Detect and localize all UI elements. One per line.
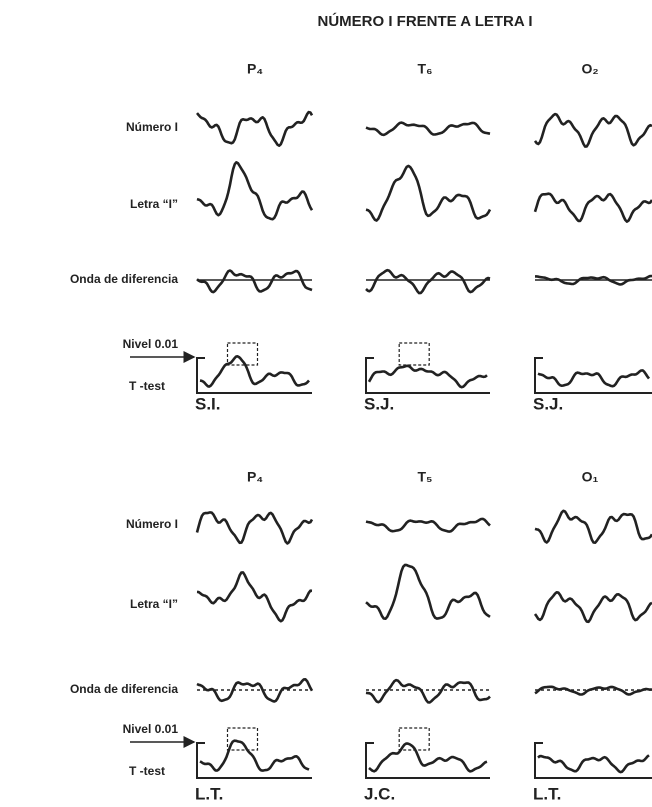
waveform (365, 678, 491, 704)
column-header: P₄ (247, 469, 263, 485)
figure-title: NÚMERO I FRENTE A LETRA I (318, 12, 533, 30)
row-label: Onda de diferencia (70, 272, 178, 286)
axis-bracket (534, 357, 652, 394)
column-header: O₁ (582, 469, 599, 485)
significance-box (398, 727, 430, 751)
level-label: Nivel 0.01 (123, 722, 179, 736)
waveform (365, 563, 491, 620)
column-header: O₂ (581, 61, 598, 77)
waveform (533, 192, 652, 223)
ttest-curve (199, 739, 310, 772)
waveform (196, 110, 314, 147)
subject-label: S.J. (364, 394, 394, 413)
waveform (535, 274, 652, 286)
waveform (365, 164, 492, 222)
column-header: P₄ (247, 61, 263, 77)
axis-bracket (365, 357, 490, 394)
subject-label: L.T. (533, 784, 561, 803)
ttest-curve (537, 369, 651, 388)
subject-label: S.J. (533, 394, 563, 413)
waveform (534, 509, 652, 544)
significance-box (226, 727, 259, 751)
row-label: Número I (126, 120, 178, 134)
row-label: T -test (129, 764, 165, 778)
row-label: Número I (126, 517, 178, 531)
row-label: Letra “I” (130, 597, 178, 611)
subject-label: J.C. (364, 784, 395, 803)
waveform (533, 112, 652, 148)
ttest-curve (537, 754, 650, 774)
column-header: T₆ (418, 61, 433, 77)
waveform (196, 161, 314, 221)
waveform (196, 571, 313, 623)
waveform (196, 269, 313, 294)
ttest-curve (368, 742, 488, 773)
subject-label: S.I. (195, 394, 221, 413)
subject-label: L.T. (195, 784, 223, 803)
waveform (195, 511, 314, 545)
waveform (534, 685, 652, 696)
axis-bracket (196, 742, 312, 779)
column-header: T₅ (418, 469, 433, 485)
waveform (196, 678, 314, 703)
waveform (365, 517, 491, 533)
ttest-curve (367, 364, 488, 389)
row-label: T -test (129, 379, 165, 393)
row-label: Letra “I” (130, 197, 178, 211)
axis-bracket (534, 742, 652, 779)
waveform (365, 121, 491, 137)
significance-box (398, 342, 430, 366)
significance-box (226, 342, 259, 366)
level-label: Nivel 0.01 (123, 337, 179, 351)
waveform (533, 591, 652, 624)
waveform (365, 268, 491, 295)
row-label: Onda de diferencia (70, 682, 178, 696)
ttest-curve (199, 355, 310, 388)
axis-bracket (196, 357, 312, 394)
axis-bracket (365, 742, 490, 779)
